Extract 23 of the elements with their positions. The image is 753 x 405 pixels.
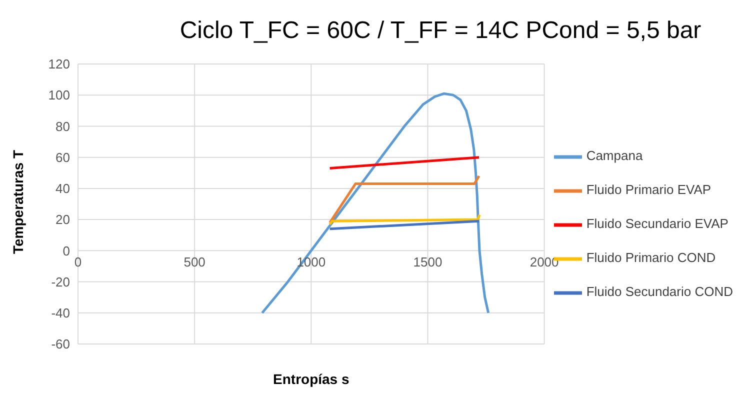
legend-label: Fluido Primario COND: [586, 250, 716, 265]
line-series: [260, 92, 490, 314]
chart-title: Ciclo T_FC = 60C / T_FF = 14C PCond = 5,5 bar: [178, 16, 702, 46]
x-tick-label: 1500: [413, 254, 442, 270]
legend-label: Fluido Primario EVAP: [586, 182, 712, 197]
x-tick-label: 0: [74, 254, 82, 270]
y-tick-label: 20: [56, 212, 70, 228]
y-tick-label: -20: [51, 274, 70, 290]
y-tick-label: 80: [56, 118, 70, 134]
y-tick-label: 40: [56, 181, 70, 196]
y-tick-label: 0: [62, 243, 70, 258]
legend-label: Fluido Secundario EVAP: [586, 216, 728, 231]
y-tick-label: 60: [56, 150, 70, 165]
line-series: [328, 214, 481, 226]
y-tick-label: 120: [48, 56, 70, 72]
y-tick-label: -40: [51, 306, 70, 321]
legend-label: Campana: [586, 148, 643, 163]
x-tick-label: 500: [184, 254, 206, 270]
x-axis-title: Entropías s: [273, 371, 350, 387]
y-tick-label: 100: [48, 88, 70, 103]
y-tick-label: -60: [51, 336, 70, 352]
y-axis-title: Temperaturas T: [10, 150, 26, 254]
legend-label: Fluido Secundario COND: [586, 284, 733, 299]
